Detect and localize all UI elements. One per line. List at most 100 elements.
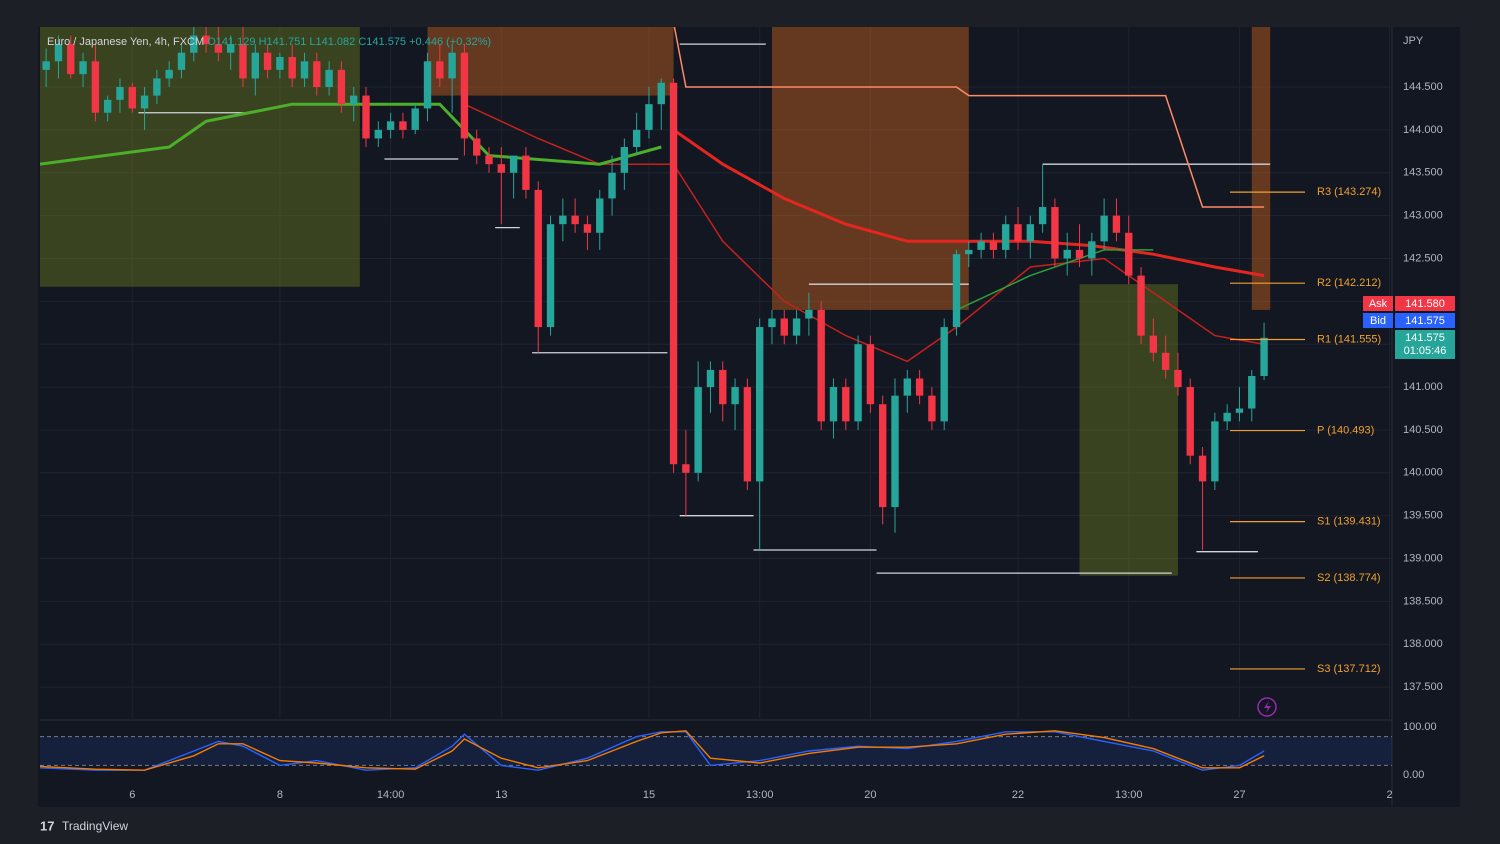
- candle-body: [755, 327, 764, 482]
- candle-body: [337, 69, 346, 105]
- candle-body: [1137, 275, 1145, 336]
- candle-body: [42, 61, 50, 70]
- candle-body: [928, 395, 936, 422]
- candle-body: [116, 87, 124, 100]
- candle-body: [399, 121, 407, 130]
- candle-body: [1149, 335, 1158, 353]
- candle-body: [91, 61, 100, 113]
- candle-body: [977, 241, 985, 250]
- x-tick-label: 20: [864, 789, 876, 801]
- candle-body: [1051, 207, 1059, 259]
- candle-body: [1125, 232, 1133, 276]
- candle-body: [829, 387, 838, 422]
- candle-body: [54, 44, 63, 62]
- pivot-label: S2 (138.774): [1317, 572, 1381, 584]
- x-tick-label: 13: [495, 789, 507, 801]
- brand-mark: 17: [40, 818, 54, 833]
- candle-body: [263, 52, 272, 70]
- candle-body: [79, 61, 87, 75]
- indicator-line: [672, 128, 1265, 278]
- candle-body: [1038, 207, 1047, 225]
- candle-body: [177, 52, 186, 70]
- candle-body: [1100, 215, 1108, 242]
- candle-body: [596, 198, 604, 233]
- pivot-label: R2 (142.212): [1317, 277, 1381, 289]
- candle-body: [608, 172, 616, 199]
- candle-body: [1014, 224, 1022, 242]
- candle-body: [103, 99, 112, 113]
- oscillator-line: [40, 730, 1265, 771]
- x-tick-label: 6: [129, 789, 135, 801]
- candle-body: [497, 164, 506, 173]
- x-tick-label: 14:00: [377, 789, 405, 801]
- ohlc-high: H141.751: [259, 36, 307, 48]
- candle-body: [67, 44, 75, 75]
- ohlc-low: L141.082: [309, 36, 355, 48]
- pivot-label: R1 (141.555): [1317, 333, 1381, 345]
- y-tick-label: 140.000: [1403, 467, 1443, 479]
- y-tick-label: 138.500: [1403, 595, 1443, 607]
- candle-body: [1211, 421, 1219, 482]
- candle-body: [768, 318, 776, 328]
- candle-body: [620, 147, 629, 173]
- x-tick-label: 15: [643, 789, 655, 801]
- candle-body: [1186, 387, 1194, 456]
- bid-label: Bid: [1370, 315, 1386, 327]
- zone: [1251, 27, 1271, 310]
- symbol: Euro / Japanese Yen, 4h, FXCM: [47, 36, 204, 48]
- y-tick-label: 141.000: [1403, 381, 1443, 393]
- bid-tag: [1363, 313, 1393, 328]
- y-tick-label: 142.500: [1403, 252, 1443, 264]
- candle-body: [251, 52, 259, 79]
- candle-body: [362, 95, 370, 139]
- candle-body: [1026, 224, 1035, 242]
- candle-body: [940, 327, 948, 422]
- candle-body: [288, 57, 296, 79]
- y-tick-label: 140.500: [1403, 424, 1443, 436]
- candle-body: [128, 87, 136, 109]
- candle-body: [239, 44, 247, 79]
- y-tick-label: 144.000: [1403, 124, 1443, 136]
- candle-body: [374, 129, 382, 139]
- last-box: [1395, 330, 1455, 359]
- candle-body: [386, 121, 395, 130]
- candle-body: [300, 61, 309, 79]
- ohlc-change: +0.446 (+0.32%): [409, 36, 491, 48]
- oscillator-line: [40, 731, 1265, 771]
- candle-body: [411, 108, 419, 130]
- osc-tick-label: 100.00: [1403, 721, 1437, 733]
- candle-body: [325, 69, 333, 88]
- candle-body: [1002, 224, 1010, 250]
- candle-body: [879, 404, 887, 508]
- zone: [427, 27, 674, 96]
- countdown: 01:05:46: [1404, 345, 1447, 357]
- candle-body: [485, 155, 493, 165]
- zone: [1079, 284, 1178, 576]
- candle-body: [448, 52, 456, 79]
- pivot-label: S1 (139.431): [1317, 515, 1381, 527]
- candle-body: [657, 82, 665, 105]
- candle-body: [1161, 352, 1170, 370]
- candle-body: [866, 344, 875, 405]
- candle-body: [190, 35, 198, 53]
- candle-body: [214, 44, 223, 53]
- candle-body: [645, 104, 653, 130]
- candle-body: [805, 309, 813, 319]
- y-tick-label: 143.500: [1403, 167, 1443, 179]
- price-pane: [40, 27, 1392, 718]
- candle-body: [1174, 369, 1182, 388]
- candle-body: [891, 395, 899, 508]
- candle-body: [842, 387, 850, 422]
- candle-body: [817, 309, 825, 422]
- candle-body: [226, 44, 235, 53]
- alert-icon[interactable]: [1257, 697, 1277, 717]
- candle-body: [1223, 412, 1231, 422]
- candle-body: [522, 155, 530, 190]
- candle-body: [632, 129, 641, 148]
- currency: JPY: [1403, 35, 1424, 47]
- candle-body: [1088, 241, 1096, 259]
- zone: [771, 27, 969, 310]
- y-tick-label: 139.500: [1403, 510, 1443, 522]
